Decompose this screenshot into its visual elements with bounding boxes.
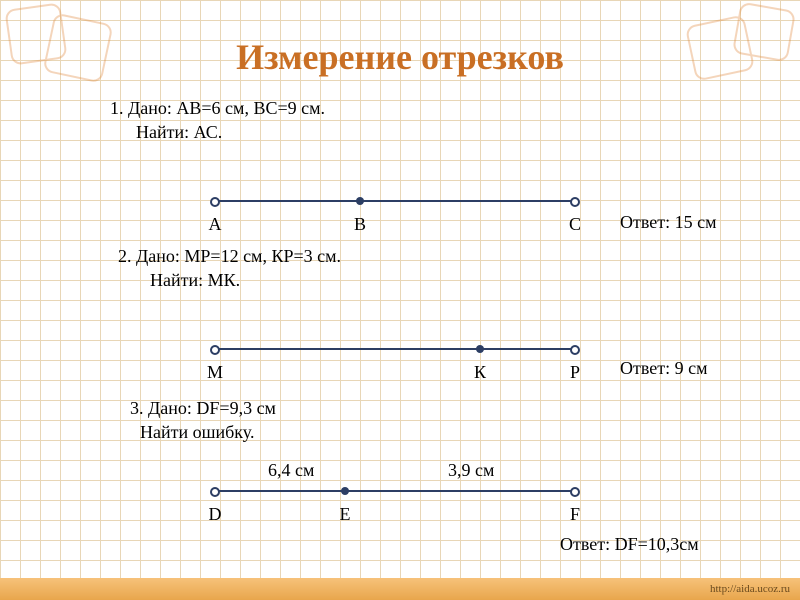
problem-3-point-D xyxy=(210,487,220,497)
footer-bar: http://aida.ucoz.ru xyxy=(0,578,800,600)
problem-2-point-Р xyxy=(570,345,580,355)
problem-3-point-F xyxy=(570,487,580,497)
problem-1-given: 1. Дано: АВ=6 см, ВС=9 см. xyxy=(110,98,325,119)
problem-1-segment xyxy=(215,200,575,202)
problem-3-point-label-Е: Е xyxy=(340,504,351,525)
problem-2-answer: Ответ: 9 см xyxy=(620,358,708,379)
page-title: Измерение отрезков xyxy=(0,36,800,78)
problem-2-find: Найти: МК. xyxy=(150,270,240,291)
problem-3-point-label-F: F xyxy=(570,504,580,525)
problem-1-find: Найти: АС. xyxy=(136,122,222,143)
problem-2-point-label-Р: Р xyxy=(570,362,580,383)
problem-2-segment xyxy=(215,348,575,350)
problem-1-point-В xyxy=(356,197,364,205)
problem-1-point-label-А: А xyxy=(209,214,222,235)
problem-3-point-Е xyxy=(341,487,349,495)
problem-2-point-К xyxy=(476,345,484,353)
problem-2-point-label-К: К xyxy=(474,362,486,383)
problem-3-given: 3. Дано: DF=9,3 см xyxy=(130,398,276,419)
problem-1-point-label-С: С xyxy=(569,214,581,235)
grid-background xyxy=(0,0,800,600)
problem-1-point-А xyxy=(210,197,220,207)
problem-1-answer: Ответ: 15 см xyxy=(620,212,717,233)
problem-2-point-М xyxy=(210,345,220,355)
problem-1-point-С xyxy=(570,197,580,207)
problem-3-caption-0: 6,4 см xyxy=(268,460,314,481)
problem-3-segment xyxy=(215,490,575,492)
problem-1-point-label-В: В xyxy=(354,214,366,235)
problem-3-caption-1: 3,9 см xyxy=(448,460,494,481)
problem-3-point-label-D: D xyxy=(209,504,222,525)
problem-3-answer: Ответ: DF=10,3см xyxy=(560,534,699,555)
problem-2-point-label-М: М xyxy=(207,362,223,383)
problem-3-find: Найти ошибку. xyxy=(140,422,254,443)
footer-url: http://aida.ucoz.ru xyxy=(710,583,790,595)
problem-2-given: 2. Дано: МР=12 см, КР=3 см. xyxy=(118,246,341,267)
